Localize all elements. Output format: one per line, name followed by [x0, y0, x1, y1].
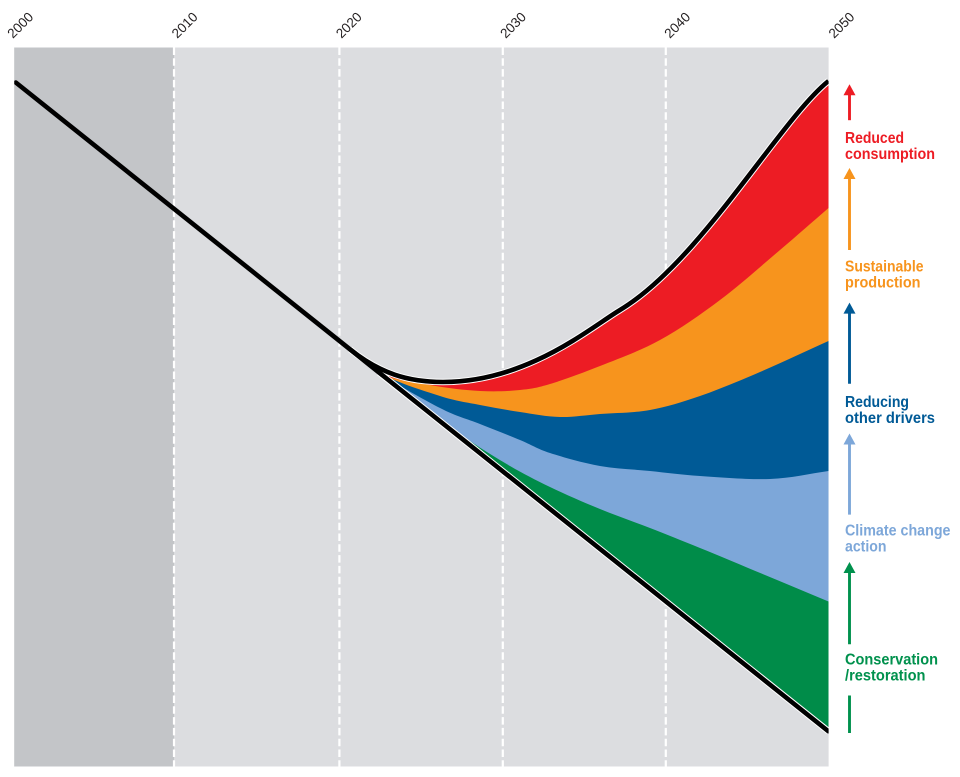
svg-text:action: action [845, 538, 887, 555]
svg-text:2040: 2040 [661, 9, 693, 41]
svg-text:2010: 2010 [169, 9, 201, 41]
svg-text:2030: 2030 [497, 9, 529, 41]
svg-text:other drivers: other drivers [845, 410, 935, 427]
svg-text:2000: 2000 [4, 9, 36, 41]
svg-text:2050: 2050 [826, 9, 858, 41]
svg-text:consumption: consumption [845, 146, 935, 163]
svg-text:Reducing: Reducing [845, 394, 909, 411]
svg-text:2020: 2020 [333, 9, 365, 41]
svg-text:Sustainable: Sustainable [845, 259, 924, 276]
svg-text:Reduced: Reduced [845, 130, 904, 147]
svg-text:/restoration: /restoration [845, 668, 926, 685]
svg-text:Conservation: Conservation [845, 652, 938, 669]
svg-text:production: production [845, 275, 921, 292]
svg-text:Climate change: Climate change [845, 522, 951, 539]
